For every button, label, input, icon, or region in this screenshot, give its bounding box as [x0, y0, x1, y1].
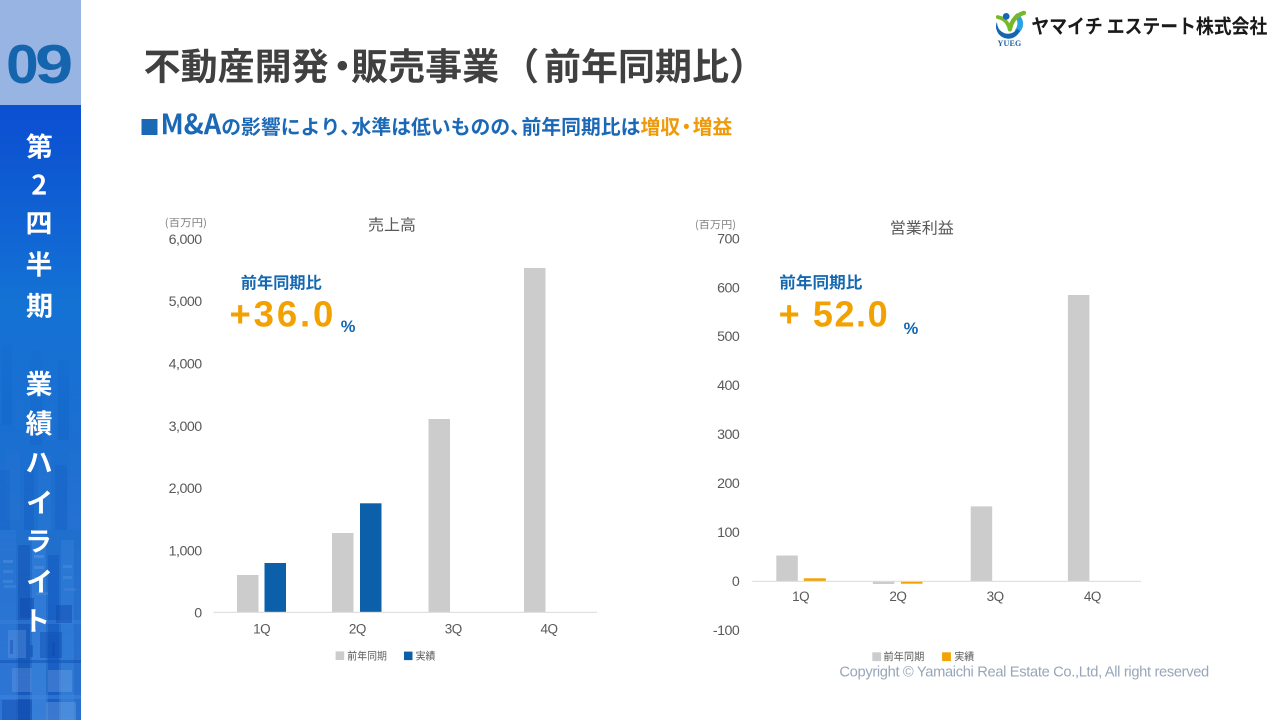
svg-text:YUEG: YUEG — [998, 39, 1022, 48]
svg-text:400: 400 — [717, 378, 740, 394]
svg-text:-100: -100 — [713, 623, 740, 639]
svg-text:200: 200 — [717, 476, 740, 492]
svg-text:2Q: 2Q — [889, 589, 906, 604]
svg-text:5,000: 5,000 — [169, 294, 203, 310]
svg-text:%: % — [904, 320, 919, 338]
svg-text:3Q: 3Q — [987, 589, 1004, 604]
svg-text:1,000: 1,000 — [169, 543, 203, 559]
svg-text:4Q: 4Q — [1084, 589, 1101, 604]
svg-text:9: 9 — [35, 33, 73, 95]
svg-text:500: 500 — [717, 329, 740, 345]
svg-text:600: 600 — [717, 280, 740, 296]
svg-text:100: 100 — [717, 525, 740, 541]
svg-text:6,000: 6,000 — [169, 232, 203, 248]
svg-text:Copyright © Yamaichi Real Esta: Copyright © Yamaichi Real Estate Co.,Ltd… — [839, 664, 1209, 680]
svg-text:+36.0: +36.0 — [230, 293, 337, 334]
svg-text:0: 0 — [6, 33, 39, 95]
svg-text:4Q: 4Q — [540, 622, 557, 637]
svg-text:300: 300 — [717, 427, 740, 443]
svg-text:3Q: 3Q — [445, 622, 462, 637]
svg-text:1Q: 1Q — [792, 589, 809, 604]
svg-text:+ 52.0: + 52.0 — [779, 294, 890, 335]
svg-text:700: 700 — [717, 231, 740, 247]
svg-text:3,000: 3,000 — [169, 419, 203, 435]
svg-text:2,000: 2,000 — [169, 481, 203, 497]
svg-text:2Q: 2Q — [349, 622, 366, 637]
svg-text:0: 0 — [194, 606, 202, 622]
svg-text:%: % — [341, 318, 356, 336]
svg-text:0: 0 — [732, 574, 740, 590]
svg-text:1Q: 1Q — [253, 622, 270, 637]
svg-text:4,000: 4,000 — [169, 356, 203, 372]
